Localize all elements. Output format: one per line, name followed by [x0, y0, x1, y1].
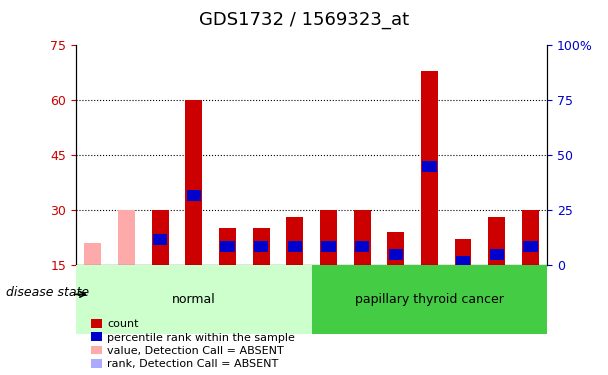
Bar: [219, 228, 236, 265]
Bar: [522, 210, 539, 265]
Bar: [523, 241, 537, 252]
Bar: [389, 249, 403, 259]
Bar: [253, 228, 269, 265]
Bar: [85, 243, 102, 265]
Bar: [187, 190, 201, 201]
Bar: [455, 239, 471, 265]
Bar: [321, 241, 336, 252]
Bar: [488, 217, 505, 265]
Text: GDS1732 / 1569323_at: GDS1732 / 1569323_at: [199, 11, 409, 29]
Bar: [254, 241, 268, 252]
Bar: [153, 234, 167, 245]
Bar: [421, 70, 438, 265]
Bar: [456, 256, 470, 267]
Bar: [489, 249, 504, 259]
Text: normal: normal: [172, 293, 216, 306]
Text: disease state: disease state: [6, 286, 89, 299]
Bar: [288, 241, 302, 252]
Bar: [185, 100, 202, 265]
Bar: [118, 210, 135, 265]
Bar: [220, 241, 235, 252]
Text: papillary thyroid cancer: papillary thyroid cancer: [355, 293, 504, 306]
Bar: [355, 241, 369, 252]
FancyBboxPatch shape: [311, 265, 547, 334]
FancyBboxPatch shape: [76, 265, 311, 334]
Legend: count, percentile rank within the sample, value, Detection Call = ABSENT, rank, : count, percentile rank within the sample…: [91, 319, 295, 369]
Bar: [320, 210, 337, 265]
Bar: [354, 210, 370, 265]
Bar: [422, 160, 437, 171]
Bar: [387, 232, 404, 265]
Bar: [152, 210, 168, 265]
Bar: [286, 217, 303, 265]
